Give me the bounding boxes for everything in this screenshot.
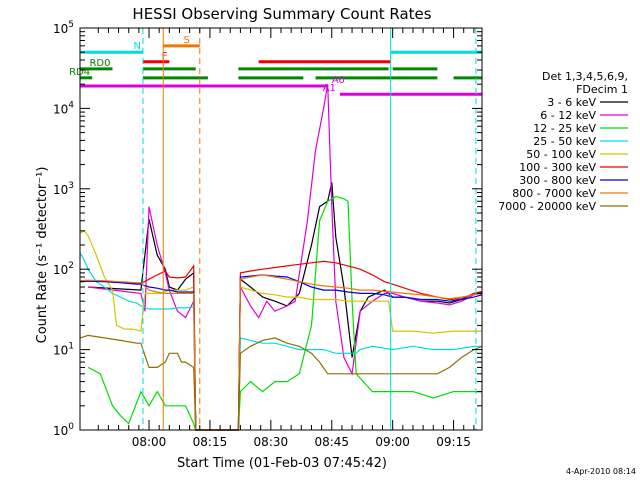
- legend-label-6: 300 - 800 keV: [519, 174, 596, 187]
- y-tick-label-4: 104: [53, 100, 74, 116]
- y-tick-label-3: 103: [53, 181, 74, 197]
- series-line-8: [79, 334, 483, 431]
- axis-ticks: 100 101 102 103 104 105 08:00 08:15 08:30 08:45 09…: [53, 20, 482, 449]
- plot-frame: [79, 27, 483, 431]
- legend-label-7: 800 - 7000 keV: [512, 187, 596, 200]
- timestamp-stamp: 4-Apr-2010 08:14: [566, 467, 636, 476]
- legend-label-1: 6 - 12 keV: [540, 109, 596, 122]
- flag-label-2: F: [162, 51, 168, 62]
- flag-label-6: A1: [323, 83, 336, 94]
- series-line-6: [79, 274, 483, 431]
- series-line-2: [87, 195, 482, 431]
- attenuator-lines: [142, 28, 477, 430]
- x-tick-label-5: 09:15: [436, 435, 471, 449]
- x-tick-label-0: 08:00: [132, 435, 167, 449]
- y-tick-label-0: 100: [53, 422, 74, 438]
- series-line-7: [79, 274, 483, 431]
- flag-label-0: N: [133, 41, 140, 52]
- legend-label-8: 7000 - 20000 keV: [498, 200, 596, 213]
- legend-label-4: 50 - 100 keV: [526, 148, 596, 161]
- x-tick-label-3: 08:45: [314, 435, 349, 449]
- x-tick-label-2: 08:30: [254, 435, 289, 449]
- legend-header-0: Det 1,3,4,5,6,9,: [542, 70, 628, 83]
- flag-label-5: A0: [332, 75, 345, 86]
- y-tick-label-1: 101: [53, 342, 74, 358]
- y-axis-label: Count Rate (s⁻¹ detector⁻¹): [35, 167, 50, 344]
- x-tick-label-1: 08:15: [193, 435, 228, 449]
- flag-label-3: RD0: [89, 58, 110, 69]
- chart-title: HESSI Observing Summary Count Rates: [132, 5, 431, 23]
- series-line-5: [79, 260, 483, 431]
- series-line-3: [79, 252, 482, 431]
- series-line-4: [79, 230, 482, 431]
- legend-label-5: 100 - 300 keV: [519, 161, 596, 174]
- x-tick-label-4: 09:00: [375, 435, 410, 449]
- legend-label-0: 3 - 6 keV: [547, 96, 596, 109]
- flag-label-1: S: [184, 35, 190, 46]
- legend-header-1: FDecim 1: [576, 83, 628, 96]
- y-tick-label-5: 105: [53, 20, 74, 36]
- x-axis-label: Start Time (01-Feb-03 07:45:42): [177, 456, 387, 471]
- y-tick-label-2: 102: [53, 261, 74, 277]
- legend-label-2: 12 - 25 keV: [533, 122, 596, 135]
- series-line-1: [88, 84, 483, 431]
- legend-label-3: 25 - 50 keV: [533, 135, 596, 148]
- data-curves: [79, 84, 483, 431]
